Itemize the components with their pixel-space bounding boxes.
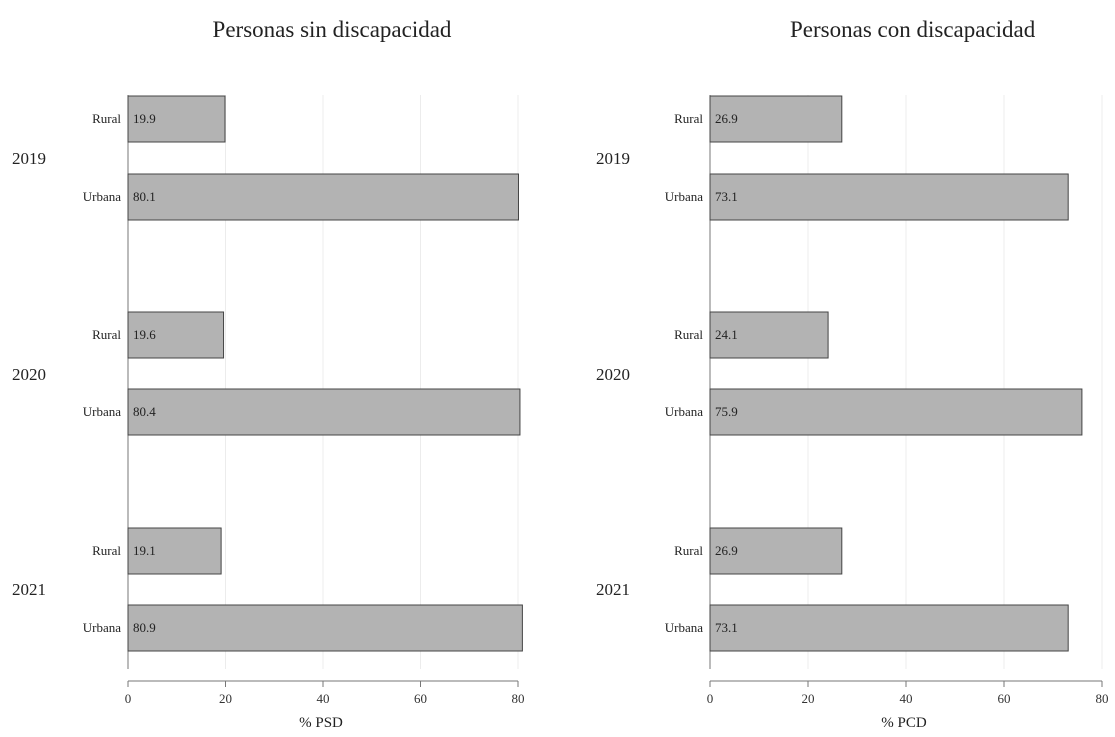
data-label: 26.9 bbox=[715, 543, 738, 558]
data-label: 80.1 bbox=[133, 189, 156, 204]
bar bbox=[710, 389, 1082, 435]
category-label: Urbana bbox=[665, 404, 703, 419]
year-label: 2021 bbox=[596, 580, 630, 599]
category-label: Urbana bbox=[83, 189, 121, 204]
category-label: Rural bbox=[92, 543, 121, 558]
data-label: 24.1 bbox=[715, 327, 738, 342]
bar bbox=[710, 605, 1068, 651]
bar bbox=[128, 174, 518, 220]
chart-title: Personas con discapacidad bbox=[790, 17, 1036, 42]
bar bbox=[128, 605, 522, 651]
x-tick-label: 20 bbox=[802, 691, 815, 706]
data-label: 19.9 bbox=[133, 111, 156, 126]
data-label: 75.9 bbox=[715, 404, 738, 419]
bar bbox=[128, 389, 520, 435]
x-tick-label: 40 bbox=[900, 691, 913, 706]
x-tick-label: 0 bbox=[125, 691, 132, 706]
data-label: 19.1 bbox=[133, 543, 156, 558]
x-axis-label: % PSD bbox=[299, 715, 343, 731]
data-label: 80.9 bbox=[133, 620, 156, 635]
x-tick-label: 60 bbox=[414, 691, 427, 706]
category-label: Urbana bbox=[83, 404, 121, 419]
data-label: 73.1 bbox=[715, 189, 738, 204]
data-label: 73.1 bbox=[715, 620, 738, 635]
year-label: 2020 bbox=[596, 365, 630, 384]
x-tick-label: 80 bbox=[512, 691, 525, 706]
x-tick-label: 80 bbox=[1096, 691, 1109, 706]
x-tick-label: 40 bbox=[317, 691, 330, 706]
data-label: 80.4 bbox=[133, 404, 156, 419]
bar bbox=[710, 174, 1068, 220]
category-label: Rural bbox=[92, 327, 121, 342]
category-label: Urbana bbox=[665, 189, 703, 204]
x-tick-label: 20 bbox=[219, 691, 232, 706]
year-label: 2020 bbox=[12, 365, 46, 384]
category-label: Rural bbox=[674, 543, 703, 558]
data-label: 19.6 bbox=[133, 327, 156, 342]
category-label: Rural bbox=[674, 327, 703, 342]
year-label: 2019 bbox=[596, 149, 630, 168]
x-tick-label: 60 bbox=[998, 691, 1011, 706]
year-label: 2019 bbox=[12, 149, 46, 168]
year-label: 2021 bbox=[12, 580, 46, 599]
data-label: 26.9 bbox=[715, 111, 738, 126]
chart-title: Personas sin discapacidad bbox=[213, 17, 452, 42]
category-label: Urbana bbox=[665, 620, 703, 635]
x-axis-label: % PCD bbox=[881, 715, 927, 731]
category-label: Rural bbox=[674, 111, 703, 126]
category-label: Urbana bbox=[83, 620, 121, 635]
x-tick-label: 0 bbox=[707, 691, 714, 706]
category-label: Rural bbox=[92, 111, 121, 126]
